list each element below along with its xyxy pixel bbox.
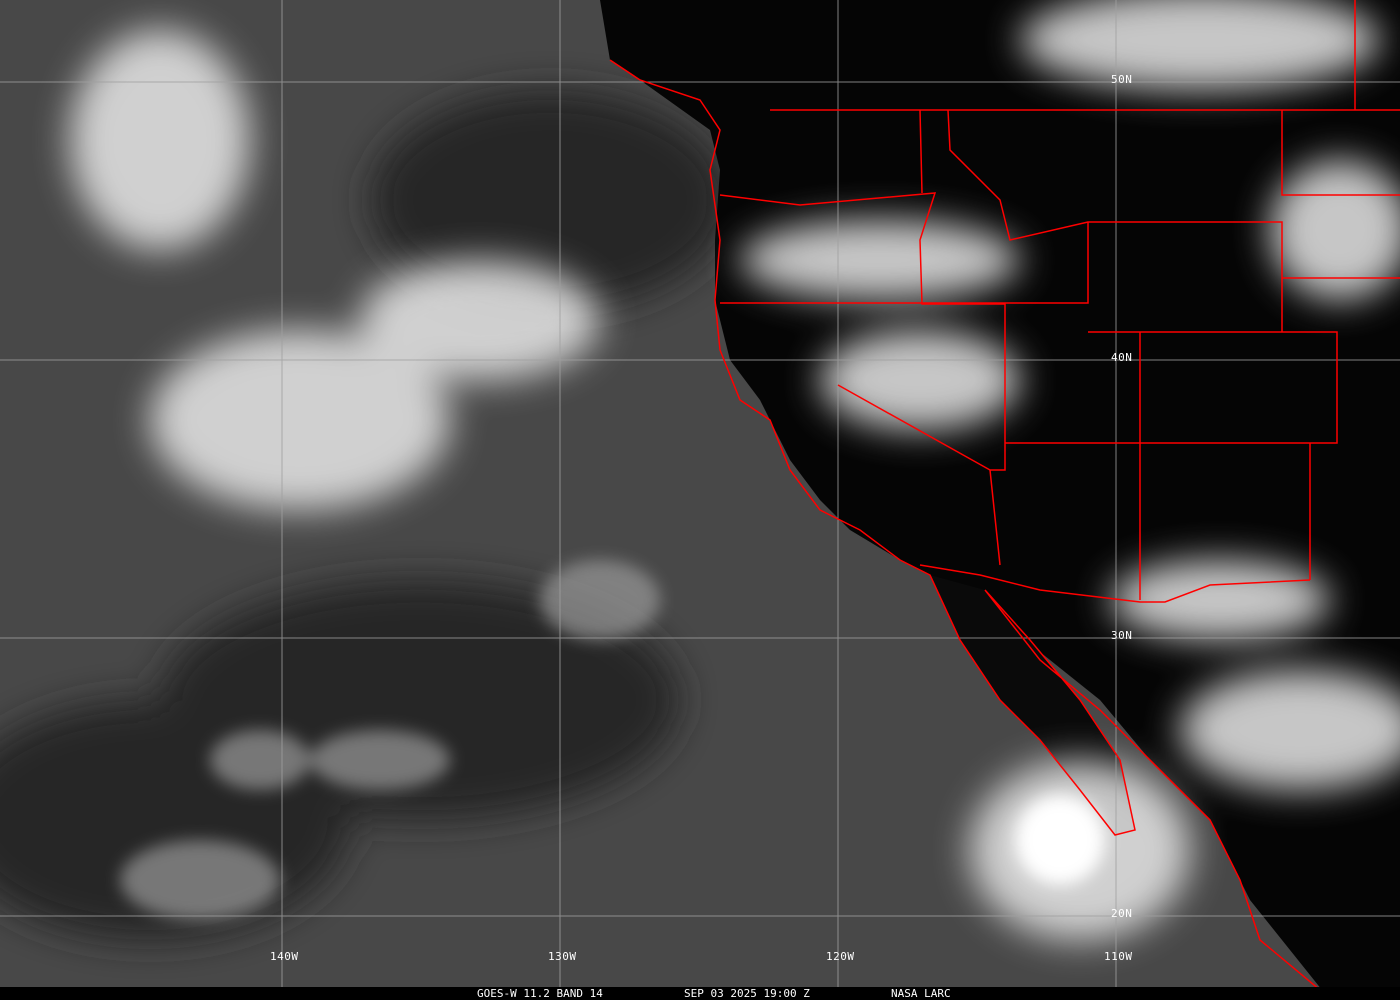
- state-borders: [719, 0, 1400, 600]
- caption-bar: GOES-W 11.2 BAND 14 SEP 03 2025 19:00 Z …: [0, 987, 1400, 1000]
- timestamp: SEP 03 2025 19:00 Z: [684, 987, 810, 1000]
- borders: [609, 0, 1400, 991]
- lon-label-110w: 110W: [1104, 950, 1133, 963]
- us-mexico-border: [919, 564, 1311, 603]
- lat-label-20n: 20N: [1111, 907, 1133, 920]
- lat-label-40n: 40N: [1111, 351, 1133, 364]
- lon-label-140w: 140W: [270, 950, 299, 963]
- lon-label-120w: 120W: [826, 950, 855, 963]
- hurricane: [1015, 795, 1105, 885]
- lat-label-30n: 30N: [1111, 629, 1133, 642]
- coastline: [609, 59, 1321, 991]
- lat-label-50n: 50N: [1111, 73, 1133, 86]
- lon-label-130w: 130W: [548, 950, 577, 963]
- puffy-clouds: [120, 560, 660, 920]
- source: NASA LARC: [891, 987, 951, 1000]
- satellite-band: GOES-W 11.2 BAND 14: [477, 987, 603, 1000]
